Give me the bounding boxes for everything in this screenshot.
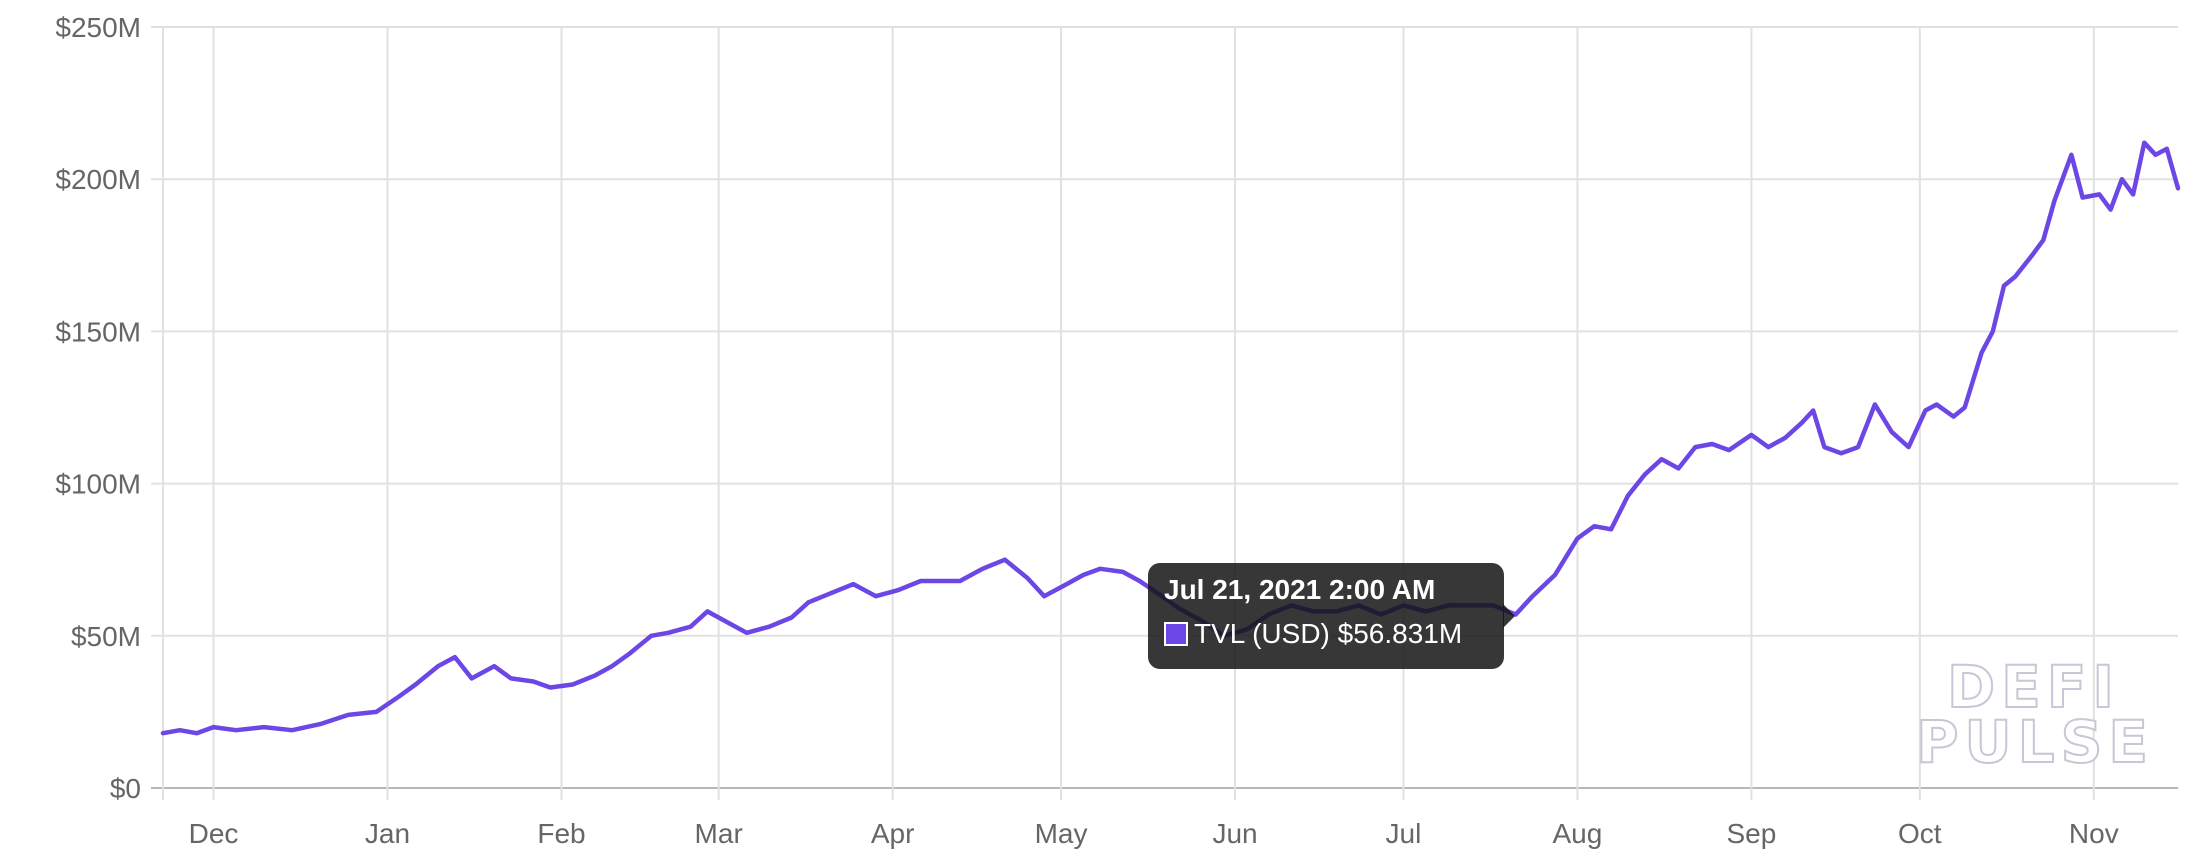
y-tick-label: $250M [55,12,141,43]
watermark-line-2: PULSE [1916,708,2154,776]
x-tick-label: Oct [1898,818,1942,849]
y-tick-label: $50M [71,621,141,652]
x-tick-label: May [1035,818,1088,849]
y-tick-label: $100M [55,469,141,500]
data-tooltip: Jul 21, 2021 2:00 AM TVL (USD) $56.831M [1148,563,1504,669]
x-tick-label: Jan [365,818,410,849]
x-tick-label: Aug [1553,818,1603,849]
watermark-line-1: DEFI [1947,653,2120,721]
x-tick-label: Apr [871,818,915,849]
y-axis-tick-labels: $0 $50M $100M $150M $200M $250M [55,12,141,804]
y-tick-label: $150M [55,316,141,347]
x-tick-label: Mar [695,818,743,849]
tooltip-row: TVL (USD) $56.831M [1164,617,1488,651]
x-tick-label: Jun [1212,818,1257,849]
series-color-swatch [1164,622,1188,646]
x-axis-tick-labels: Dec Jan Feb Mar Apr May Jun Jul Aug Sep Oct Nov [189,818,2119,849]
x-tick-label: Sep [1727,818,1777,849]
grid-lines [151,26,2178,800]
x-tick-label: Nov [2069,818,2119,849]
y-tick-label: $0 [110,773,141,804]
x-tick-label: Jul [1386,818,1422,849]
x-tick-label: Dec [189,818,239,849]
x-tick-label: Feb [537,818,585,849]
tooltip-title: Jul 21, 2021 2:00 AM [1164,574,1436,605]
tooltip-value: TVL (USD) $56.831M [1194,618,1463,649]
tooltip-caret [1503,604,1515,628]
defi-pulse-watermark: DEFI PULSE [1915,652,2154,777]
y-tick-label: $200M [55,164,141,195]
